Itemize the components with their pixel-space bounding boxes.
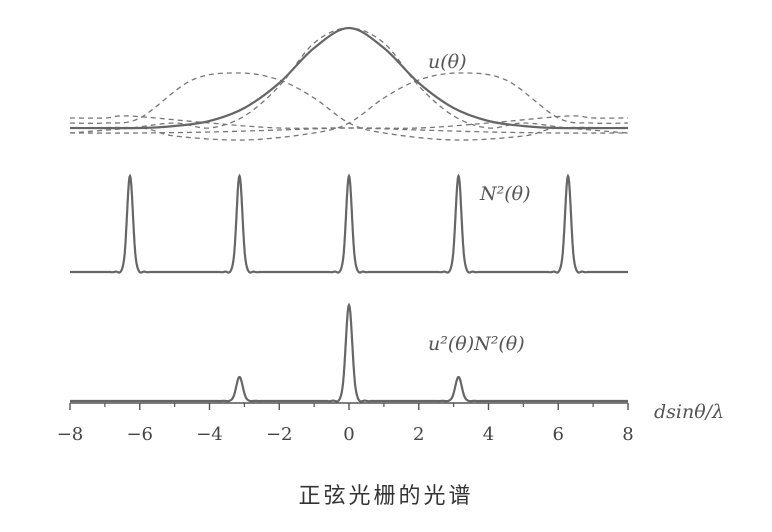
x-tick-label-4: 0: [343, 424, 354, 445]
n-squared-label: N²(θ): [479, 183, 531, 205]
component-curves: [69, 27, 629, 141]
x-axis-title: dsinθ/λ: [654, 401, 724, 423]
x-tick-label-7: 6: [553, 424, 564, 445]
product-label: u²(θ)N²(θ): [428, 333, 525, 355]
product-curve: [70, 302, 628, 403]
n-squared-line: [70, 173, 628, 274]
component-line-3: [69, 72, 629, 141]
x-tick-label-0: −8: [57, 424, 84, 445]
n-squared-curve: [70, 173, 628, 274]
component-line-2: [69, 72, 629, 141]
x-tick-label-5: 2: [413, 424, 424, 445]
x-axis-ticks: −8 −6 −4 −2 0 2 4 6 8: [57, 403, 634, 445]
x-tick-label-8: 8: [622, 424, 633, 445]
product-line: [70, 302, 628, 403]
component-line-5: [69, 115, 629, 134]
envelope-line: [69, 26, 629, 130]
x-tick-label-2: −4: [196, 424, 223, 445]
u-theta-label: u(θ): [428, 51, 467, 73]
figure-caption: 正弦光栅的光谱: [298, 484, 474, 509]
x-tick-label-6: 4: [483, 424, 494, 445]
x-tick-label-1: −6: [126, 424, 153, 445]
envelope-curve: [69, 26, 629, 130]
x-tick-label-3: −2: [266, 424, 293, 445]
